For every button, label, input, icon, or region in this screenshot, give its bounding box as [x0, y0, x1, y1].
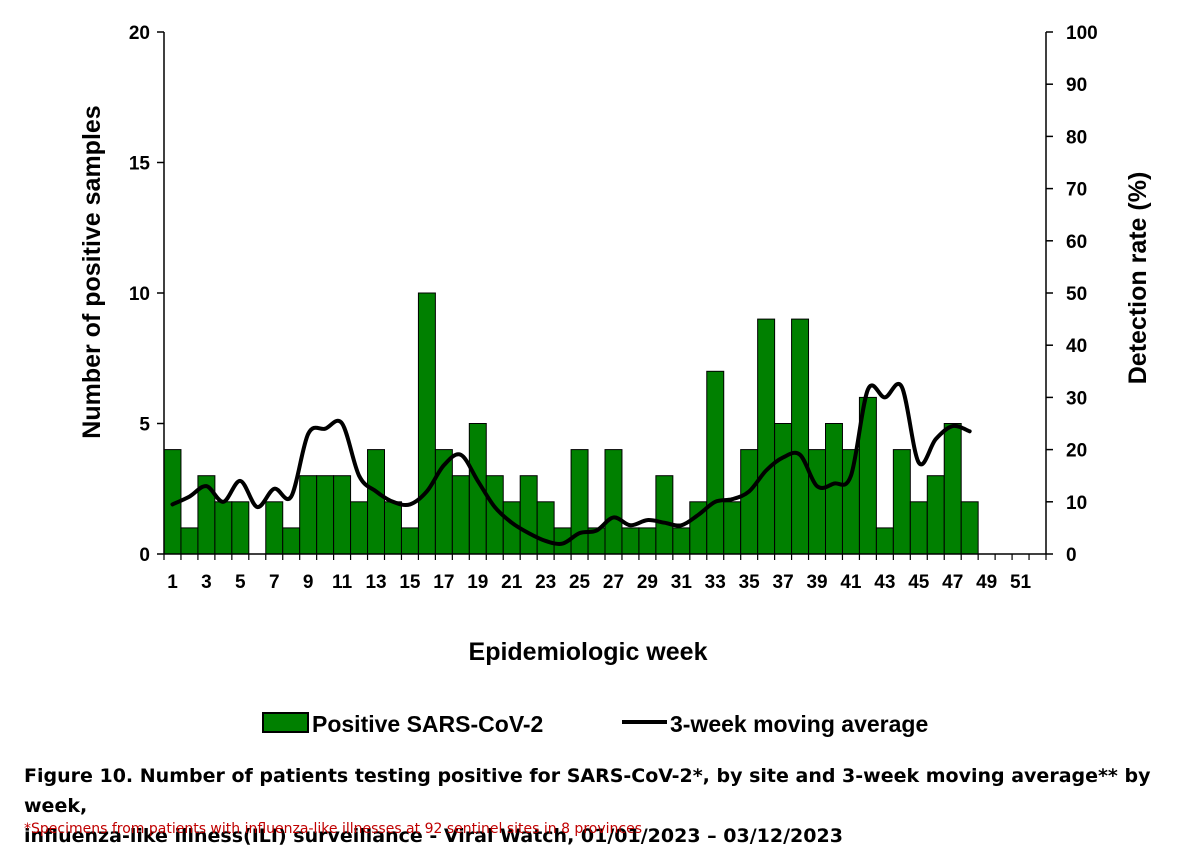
x-tick-label: 15 [399, 572, 421, 593]
x-tick-label: 49 [976, 572, 997, 593]
y2-tick-label: 10 [1066, 493, 1087, 514]
bar-week-13 [367, 449, 385, 555]
y-tick-label: 15 [129, 154, 151, 175]
bar-week-4 [214, 501, 233, 555]
y2-tick-label: 70 [1066, 180, 1087, 201]
x-tick-label: 7 [269, 572, 280, 593]
bar-week-15 [400, 527, 419, 555]
bar-week-38 [791, 318, 810, 555]
bar-week-28 [621, 527, 640, 555]
bar-week-44 [892, 449, 911, 555]
bar-week-39 [808, 449, 826, 555]
bar-week-7 [265, 501, 284, 555]
bar-week-36 [757, 318, 776, 555]
x-tick-label: 5 [235, 572, 246, 593]
x-tick-label: 31 [671, 572, 693, 593]
y-tick-label: 10 [129, 284, 150, 305]
bar-week-8 [282, 527, 301, 555]
bar-week-35 [740, 449, 759, 555]
x-tick-label: 39 [806, 572, 827, 593]
bar-week-10 [316, 475, 335, 555]
figure-footnote: *Specimens from patients with influenza-… [24, 821, 642, 837]
figure-caption: Figure 10. Number of patients testing po… [24, 761, 1184, 851]
bar-week-18 [451, 475, 470, 555]
x-tick-label: 27 [603, 572, 624, 593]
bar-week-27 [604, 449, 623, 555]
bar-week-16 [417, 292, 436, 555]
bar-week-34 [723, 501, 742, 555]
bar-week-31 [672, 527, 691, 555]
bar-week-23 [536, 501, 555, 555]
bar-week-46 [926, 475, 945, 555]
y2-tick-label: 60 [1066, 232, 1087, 253]
y2-tick-label: 80 [1066, 127, 1087, 148]
x-tick-label: 13 [365, 572, 386, 593]
y2-tick-label: 90 [1066, 75, 1087, 96]
bar-week-45 [909, 501, 928, 555]
legend-bar-label: Positive SARS-CoV-2 [312, 711, 543, 737]
bar-week-11 [333, 475, 352, 555]
bar-week-43 [875, 527, 894, 555]
y2-tick-label: 20 [1066, 441, 1087, 462]
x-tick-label: 43 [874, 572, 895, 593]
x-tick-label: 1 [167, 572, 178, 593]
caption-line-1: Figure 10. Number of patients testing po… [24, 765, 1151, 817]
y2-tick-label: 30 [1066, 388, 1087, 409]
bar-week-37 [774, 423, 793, 555]
legend-line-label: 3-week moving average [670, 711, 928, 737]
x-tick-label: 9 [303, 572, 314, 593]
moving-average-line [170, 381, 972, 546]
caption-line-2: influenza-like illness(ILI) surveillance… [24, 825, 843, 847]
legend: Positive SARS-CoV-2 3-week moving averag… [262, 711, 928, 737]
y2-tick-label: 100 [1066, 23, 1098, 44]
bar-week-2 [180, 527, 199, 555]
bar-week-30 [655, 475, 674, 555]
y2-tick-label: 40 [1066, 336, 1087, 357]
x-tick-label: 25 [569, 572, 591, 593]
bar-week-29 [638, 527, 657, 555]
y2-axis-title: Detection rate (%) [1124, 172, 1152, 385]
x-tick-label: 41 [840, 572, 862, 593]
bar-week-12 [350, 501, 369, 555]
legend-bar-swatch [262, 712, 309, 733]
x-tick-label: 29 [637, 572, 658, 593]
y-tick-label: 0 [139, 545, 150, 566]
bar-week-14 [384, 501, 402, 555]
x-tick-label: 19 [467, 572, 488, 593]
x-tick-label: 51 [1010, 572, 1032, 593]
bar-week-33 [706, 370, 725, 555]
bar-week-5 [231, 501, 250, 555]
bar-week-47 [943, 423, 962, 555]
bar-series [163, 292, 979, 555]
x-tick-label: 33 [705, 572, 726, 593]
x-tick-label: 11 [332, 572, 353, 593]
x-tick-label: 17 [433, 572, 454, 593]
bar-week-40 [825, 423, 843, 555]
x-tick-label: 45 [908, 572, 930, 593]
y2-tick-label: 50 [1066, 284, 1087, 305]
x-tick-label: 23 [535, 572, 556, 593]
y2-tick-label: 0 [1066, 545, 1077, 566]
x-tick-label: 3 [201, 572, 212, 593]
y-tick-label: 20 [129, 23, 150, 44]
x-axis-title: Epidemiologic week [469, 638, 708, 666]
y-axis-title: Number of positive samples [78, 105, 106, 438]
x-tick-label: 35 [739, 572, 761, 593]
bar-week-41 [841, 449, 860, 555]
bar-week-9 [299, 475, 318, 555]
x-tick-label: 47 [942, 572, 963, 593]
bar-week-22 [519, 475, 538, 555]
y-tick-label: 5 [139, 415, 150, 436]
x-tick-label: 21 [501, 572, 523, 593]
bar-week-48 [960, 501, 979, 555]
x-tick-label: 37 [773, 572, 794, 593]
